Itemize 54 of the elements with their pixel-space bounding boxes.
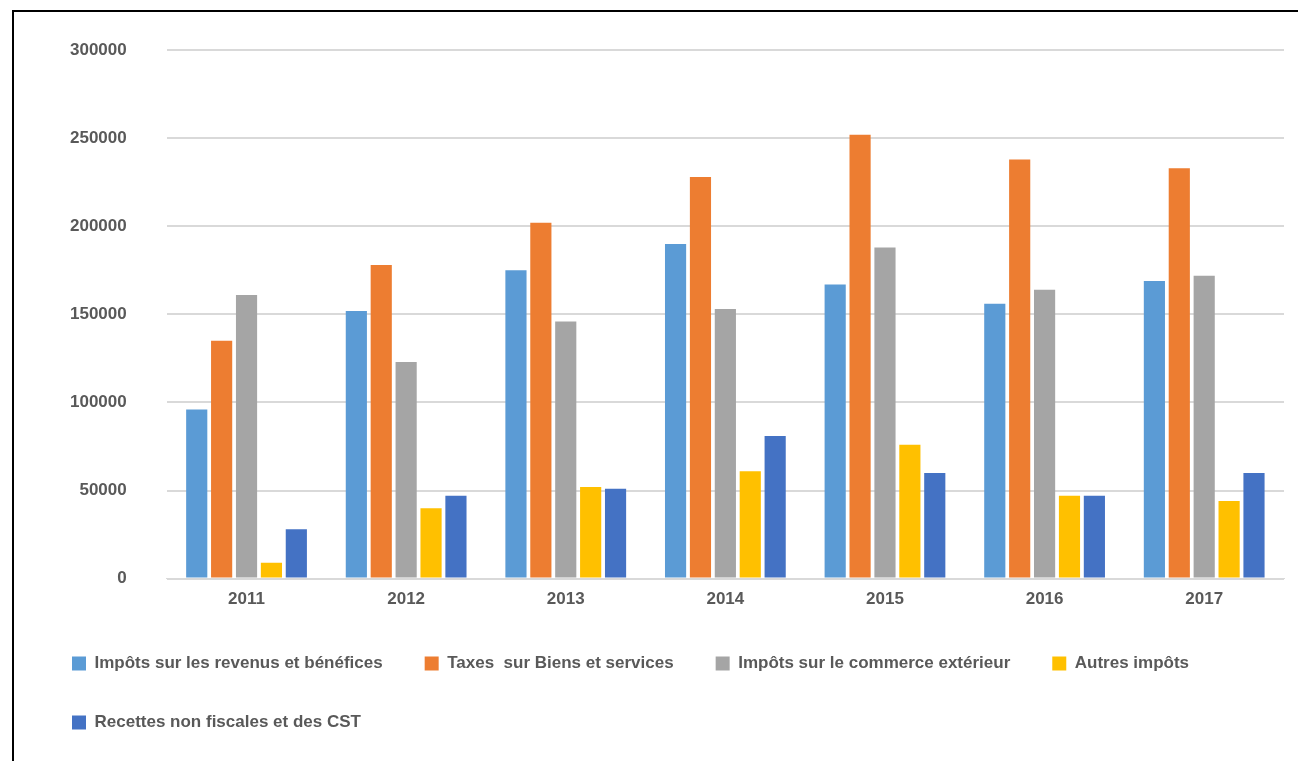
bar bbox=[420, 508, 442, 578]
bar bbox=[764, 435, 786, 578]
bar bbox=[849, 134, 871, 578]
legend-label: Impôts sur les revenus et bénéfices bbox=[94, 653, 383, 673]
y-tick-label: 300000 bbox=[69, 39, 127, 59]
bar bbox=[899, 444, 921, 578]
y-tick-label: 150000 bbox=[69, 304, 127, 324]
bar bbox=[1218, 501, 1240, 578]
bar bbox=[1143, 280, 1165, 578]
bar bbox=[824, 284, 846, 578]
bar bbox=[370, 265, 392, 578]
y-tick-label: 100000 bbox=[69, 392, 127, 412]
bar bbox=[1168, 168, 1190, 578]
bar bbox=[664, 243, 687, 578]
bar bbox=[186, 409, 208, 578]
bar bbox=[714, 309, 736, 578]
x-tick-label: 2013 bbox=[546, 589, 585, 609]
bar bbox=[211, 340, 233, 578]
y-tick-label: 200000 bbox=[69, 216, 127, 236]
bar bbox=[874, 247, 896, 578]
bar bbox=[285, 529, 307, 578]
bar bbox=[604, 488, 627, 578]
y-tick-label: 250000 bbox=[69, 127, 127, 147]
bar bbox=[1083, 495, 1105, 578]
bar bbox=[1009, 159, 1031, 578]
bar bbox=[260, 562, 283, 578]
bar bbox=[445, 495, 467, 578]
bar bbox=[739, 471, 761, 578]
y-tick-label: 50000 bbox=[79, 480, 127, 500]
x-tick-label: 2016 bbox=[1025, 589, 1064, 609]
bar bbox=[984, 303, 1006, 578]
y-tick-label: 0 bbox=[117, 568, 127, 588]
bar bbox=[555, 321, 577, 578]
bar bbox=[1058, 495, 1081, 578]
x-tick-label: 2011 bbox=[228, 589, 265, 609]
x-tick-label: 2017 bbox=[1185, 589, 1224, 609]
bar bbox=[1034, 289, 1056, 578]
bar bbox=[345, 310, 367, 578]
legend-label: Recettes non fiscales et des CST bbox=[94, 712, 362, 732]
legend-label: Autres impôts bbox=[1074, 653, 1190, 673]
x-tick-label: 2014 bbox=[706, 589, 745, 609]
legend-label: Taxes sur Biens et services bbox=[447, 653, 674, 673]
bar bbox=[1193, 275, 1215, 578]
bar bbox=[395, 361, 417, 578]
bar bbox=[924, 472, 946, 578]
legend-label: Impôts sur le commerce extérieur bbox=[738, 653, 1011, 673]
bar bbox=[689, 177, 712, 578]
bar bbox=[580, 487, 602, 578]
x-tick-label: 2015 bbox=[866, 589, 904, 609]
bar bbox=[1243, 472, 1265, 578]
x-tick-label: 2012 bbox=[387, 589, 426, 609]
bar bbox=[235, 295, 258, 578]
bar bbox=[505, 270, 527, 578]
bar bbox=[530, 222, 552, 578]
